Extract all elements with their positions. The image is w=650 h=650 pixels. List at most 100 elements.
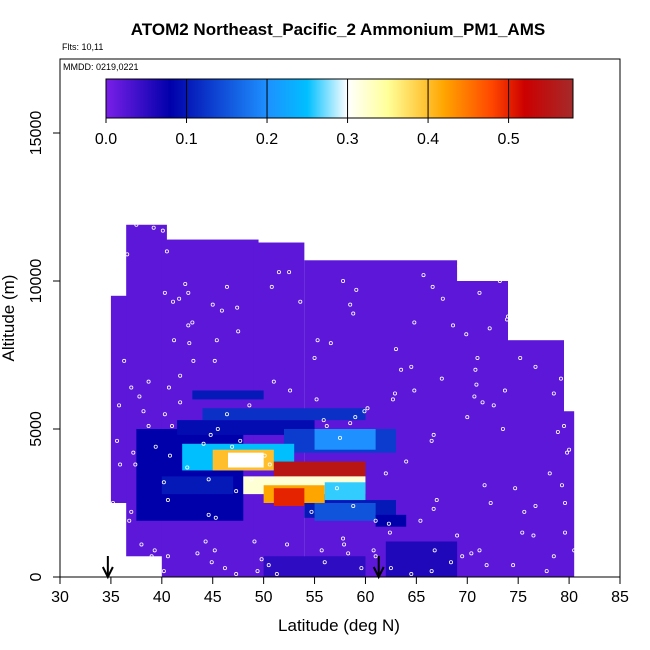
- sample-point: [404, 459, 409, 464]
- x-tick-label: 30: [51, 589, 69, 606]
- sample-point: [201, 441, 206, 446]
- dates-note: MMDD: 0219,0221: [63, 62, 139, 72]
- sample-point: [214, 338, 219, 343]
- sample-point: [234, 489, 239, 494]
- sample-point: [534, 290, 539, 295]
- sample-point: [502, 388, 507, 393]
- sample-point: [178, 373, 183, 378]
- heatmap-cell: [228, 452, 264, 468]
- heatmap-cell: [375, 514, 407, 527]
- sample-point: [165, 498, 170, 503]
- colorbar-tick-label: 0.2: [256, 131, 278, 148]
- x-tick-label: 40: [153, 589, 171, 606]
- sample-point: [276, 270, 281, 275]
- sample-point: [559, 483, 564, 488]
- sample-point: [455, 533, 460, 538]
- sample-point: [118, 462, 123, 467]
- sample-point: [373, 554, 378, 559]
- sample-point: [434, 498, 439, 503]
- heatmap-cell: [314, 429, 376, 450]
- sample-point: [186, 323, 191, 328]
- sample-point: [269, 284, 274, 289]
- sample-point: [222, 566, 227, 571]
- sample-point: [164, 249, 169, 254]
- sample-point: [393, 347, 398, 352]
- sample-point: [212, 358, 217, 363]
- sample-point: [212, 548, 217, 553]
- sample-point: [341, 278, 346, 283]
- sample-point: [421, 273, 426, 278]
- sample-point: [190, 320, 195, 325]
- y-tick-label: 10000: [28, 259, 45, 304]
- sample-point: [472, 394, 477, 399]
- sample-point: [152, 548, 157, 553]
- sample-point: [247, 403, 252, 408]
- sample-point: [177, 296, 182, 301]
- sample-point: [547, 471, 552, 476]
- sample-point: [137, 394, 142, 399]
- sample-point: [208, 432, 213, 437]
- colorbar-tick-label: 0.4: [417, 131, 439, 148]
- sample-point: [259, 557, 264, 562]
- sample-point: [287, 270, 292, 275]
- sample-point: [469, 551, 474, 556]
- y-tick-label: 15000: [28, 111, 45, 156]
- sample-point: [187, 341, 192, 346]
- sample-point: [141, 409, 146, 414]
- sample-point: [462, 276, 467, 281]
- sample-point: [484, 563, 489, 568]
- flights-note: Flts: 10,11: [62, 42, 103, 52]
- sample-point: [153, 444, 158, 449]
- sample-point: [341, 536, 346, 541]
- sample-point: [209, 560, 214, 565]
- sample-point: [334, 486, 339, 491]
- sample-point: [563, 500, 568, 505]
- sample-point: [149, 554, 154, 559]
- sample-point: [465, 415, 470, 420]
- sample-point: [134, 222, 139, 227]
- sample-point: [249, 477, 254, 482]
- sample-point: [529, 305, 534, 310]
- sample-point: [146, 424, 151, 429]
- heatmap-coverage-cell: [452, 281, 508, 577]
- sample-point: [224, 284, 229, 289]
- sample-point: [267, 462, 272, 467]
- sample-point: [255, 569, 260, 574]
- sample-point: [365, 406, 370, 411]
- sample-point: [392, 391, 397, 396]
- sample-point: [195, 551, 200, 556]
- sample-point: [488, 500, 493, 505]
- sample-point: [359, 566, 364, 571]
- sample-point: [354, 287, 359, 292]
- sample-point: [418, 518, 423, 523]
- sample-point: [321, 418, 326, 423]
- sample-point: [298, 299, 303, 304]
- sample-point: [348, 421, 353, 426]
- x-tick-label: 85: [611, 589, 629, 606]
- sample-point: [551, 391, 556, 396]
- sample-point: [351, 311, 356, 316]
- colorbar-tick-label: 0.3: [336, 131, 358, 148]
- colorbar-tick-label: 0.0: [95, 131, 117, 148]
- sample-point: [517, 308, 522, 313]
- sample-point: [203, 539, 208, 544]
- sample-point: [127, 518, 132, 523]
- sample-point: [266, 563, 271, 568]
- sample-point: [439, 376, 444, 381]
- sample-point: [342, 542, 347, 547]
- sample-point: [518, 355, 523, 360]
- y-axis-label: Altitude (m): [0, 275, 18, 362]
- sample-point: [324, 424, 329, 429]
- sample-point: [474, 382, 479, 387]
- sample-point: [165, 554, 170, 559]
- sample-point: [544, 569, 549, 574]
- sample-point: [139, 542, 144, 547]
- sample-point: [551, 554, 556, 559]
- sample-point: [146, 379, 151, 384]
- colorbar-ticks: 0.0 0.1 0.2 0.3 0.4 0.5: [95, 79, 520, 148]
- sample-point: [388, 566, 393, 571]
- sample-point: [351, 503, 356, 508]
- x-tick-label: 35: [102, 589, 120, 606]
- sample-point: [533, 364, 538, 369]
